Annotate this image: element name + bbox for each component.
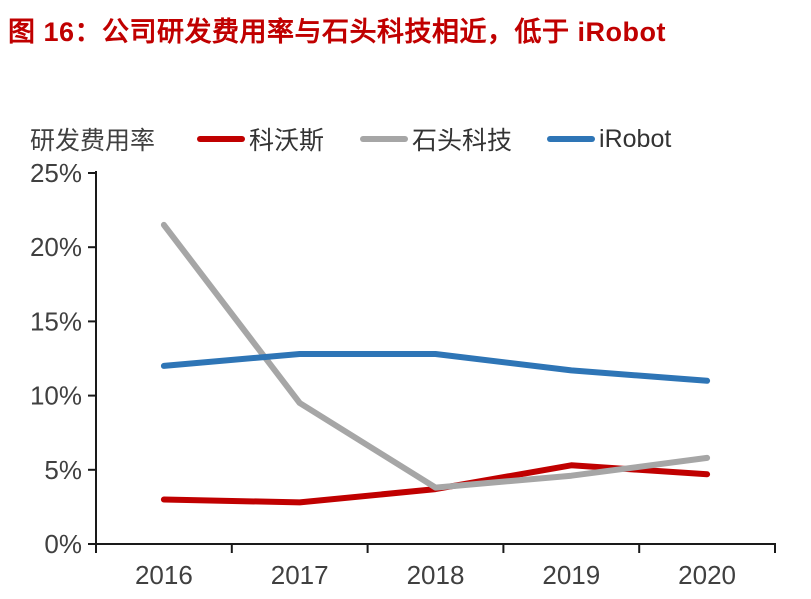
x-tick-label: 2020 [678, 560, 736, 590]
y-tick-label: 5% [44, 455, 82, 485]
legend-swatch [197, 136, 246, 142]
y-tick-label: 10% [30, 381, 82, 411]
x-tick-label: 2019 [542, 560, 600, 590]
legend-swatch [360, 136, 409, 142]
x-tick-label: 2017 [271, 560, 329, 590]
series-line-1 [160, 221, 711, 491]
chart-legend: 科沃斯 石头科技 iRobot [155, 121, 671, 157]
legend-item-kewosi: 科沃斯 [197, 121, 324, 157]
y-axis-unit-label: 研发费用率 [30, 127, 156, 155]
x-tick-label: 2016 [135, 560, 193, 590]
y-tick-label: 25% [30, 158, 82, 188]
legend-label: 石头科技 [412, 127, 513, 155]
y-tick-label: 20% [30, 232, 82, 262]
figure-title: 图 16：公司研发费用率与石头科技相近，低于 iRobot [8, 17, 667, 47]
legend-label: 科沃斯 [249, 127, 325, 155]
legend-swatch [547, 136, 596, 142]
y-tick-label: 0% [44, 529, 82, 559]
legend-item-shitou-keji: 石头科技 [360, 121, 512, 157]
legend-item-irobot: iRobot [547, 125, 671, 154]
x-tick-label: 2018 [407, 560, 465, 590]
y-tick-label: 15% [30, 306, 82, 336]
chart-header-row: 研发费用率 科沃斯 石头科技 iRobot [30, 122, 671, 156]
series-line-2 [160, 351, 711, 384]
legend-label: iRobot [599, 124, 672, 153]
